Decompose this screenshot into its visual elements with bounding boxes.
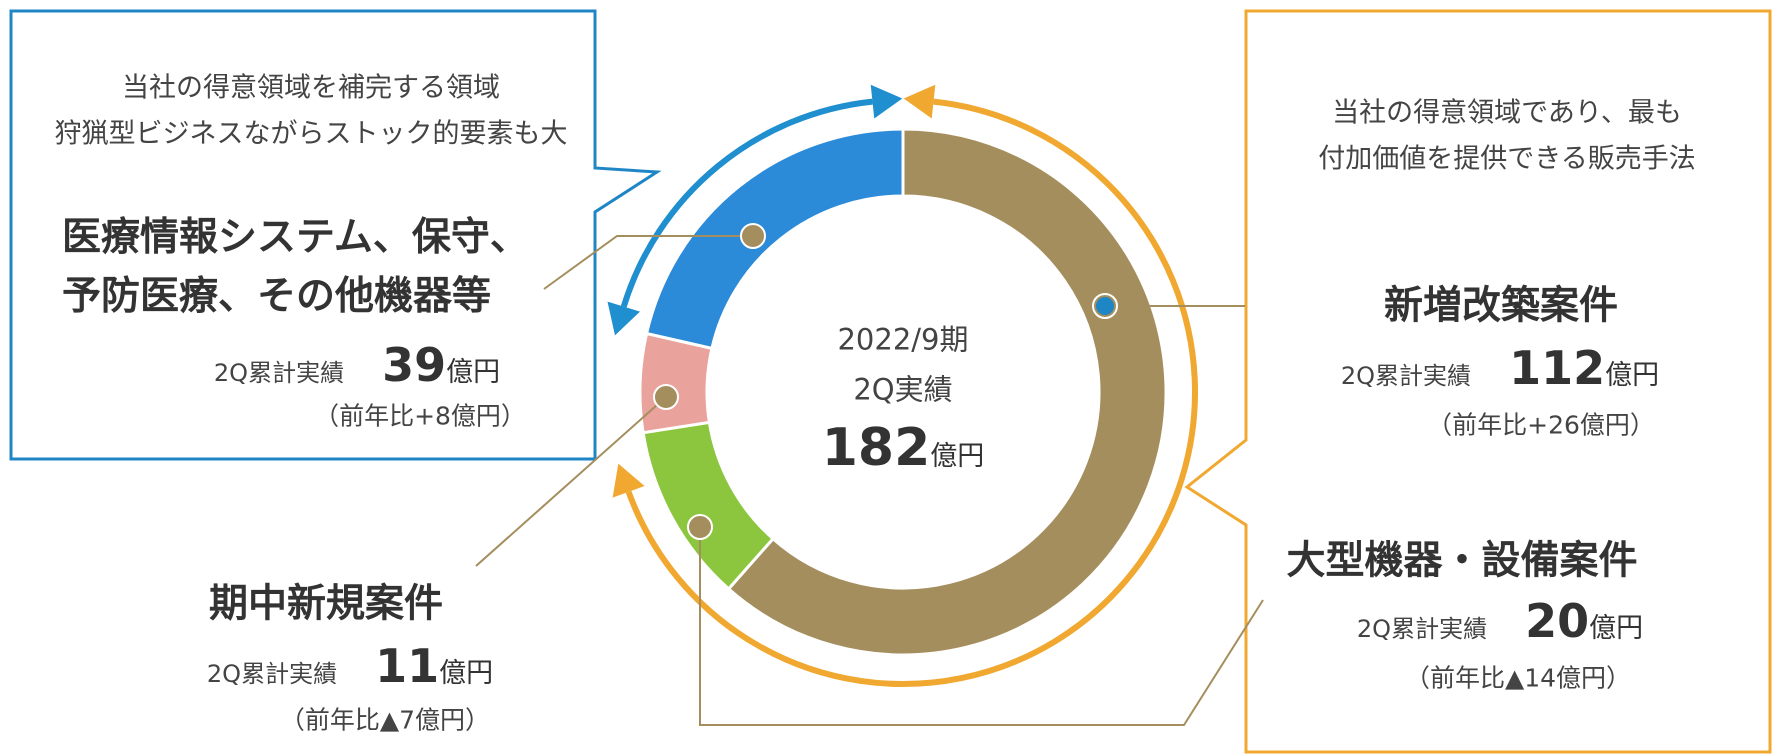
donut-segment [644,127,905,351]
segment-note: 当社の得意領域であり、最も [1332,97,1682,129]
segment-name: 新増改築案件 [1383,283,1619,329]
segment-value: 112 [1509,341,1606,395]
arrow-head [612,463,645,498]
metric-label: 2Q累計実績 [1340,362,1472,390]
segment-change: （前年比▲7億円） [279,705,491,735]
center-label: 2Q実績 [853,372,953,407]
segment-change: （前年比+8億円） [314,401,526,431]
leader-dot [687,514,713,540]
metric-label: 2Q累計実績 [1356,615,1488,643]
segment-unit: 億円 [446,357,501,388]
metric-label: 2Q累計実績 [213,359,345,387]
total-unit: 億円 [930,441,985,472]
segment-value: 11 [375,639,440,693]
donut-segment [638,331,714,435]
segment-unit: 億円 [1589,613,1644,644]
total-value: 182 [821,418,931,478]
segment-name: 期中新規案件 [208,581,444,627]
segment-result: 2Q累計実績 112 億円 [1341,345,1659,391]
segment-value: 39 [382,338,447,392]
callout-box [9,9,662,461]
leader-line [475,396,667,567]
segment-result: 2Q累計実績 39 億円 [214,342,500,388]
metric-label: 2Q累計実績 [206,660,338,688]
cycle-arrow [620,98,873,308]
center-total: 182 億円 [822,422,985,474]
segment-value: 20 [1525,594,1590,648]
arrow-head [607,301,641,336]
callout-box [1184,9,1772,754]
leader-dot [653,384,679,410]
segment-note: 当社の得意領域を補完する領域 [122,72,500,104]
segment-result: 2Q累計実績 20 億円 [1357,598,1643,644]
arrow-head [870,84,903,119]
segment-change: （前年比▲14億円） [1404,663,1632,693]
segment-change: （前年比+26億円） [1427,410,1655,440]
segment-result: 2Q累計実績 11 億円 [207,643,493,689]
segment-note: 付加価値を提供できる販売手法 [1318,143,1696,175]
donut-segment [726,127,1168,657]
segment-unit: 億円 [439,658,494,689]
segment-name: 大型機器・設備案件 [1286,538,1638,584]
cycle-arrow [625,98,1198,687]
segment-note: 狩猟型ビジネスながらストック的要素も大 [54,118,568,150]
leader-dot [740,223,766,249]
leader-line [543,235,753,290]
segment-name: 医療情報システム、保守、予防医療、その他機器等 [62,215,529,319]
leader-dot [1096,297,1114,315]
segment-unit: 億円 [1605,360,1660,391]
arrow-head [903,84,936,119]
leader-line [699,527,1264,726]
center-label: 2022/9期 [837,322,969,357]
